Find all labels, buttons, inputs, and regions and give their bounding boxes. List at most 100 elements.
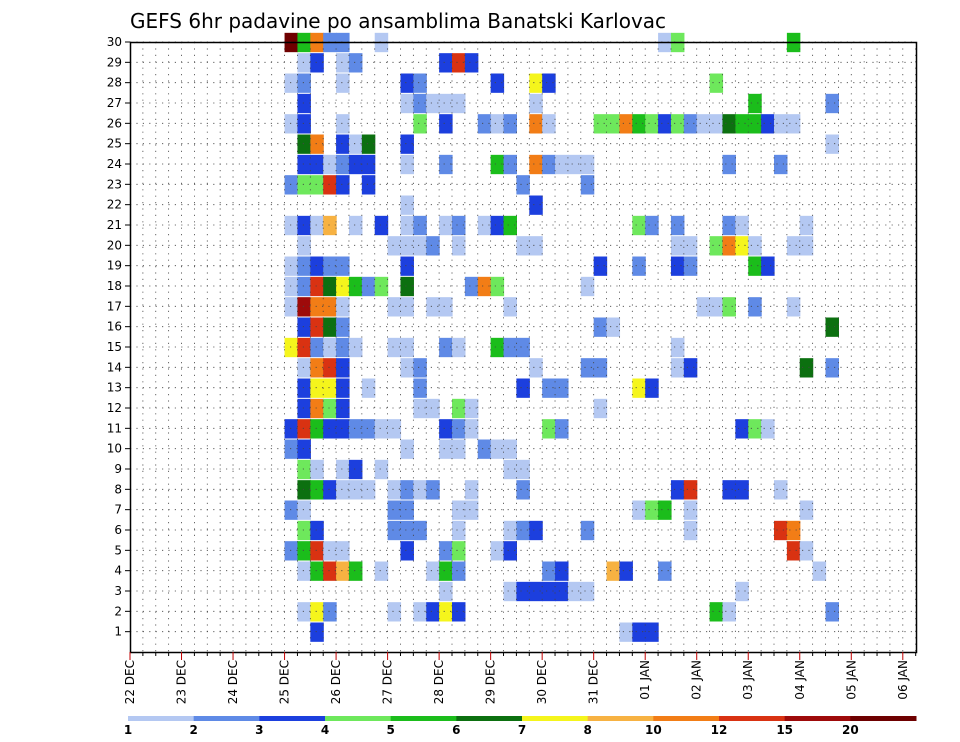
y-tick-label: 21	[107, 218, 122, 232]
legend-label: 1	[124, 723, 132, 737]
precip-cell	[735, 480, 749, 500]
precip-cell	[310, 622, 324, 642]
precip-cell	[503, 114, 517, 134]
precip-cell	[284, 541, 299, 561]
precip-cell	[413, 93, 427, 114]
precip-cell	[439, 114, 453, 134]
precip-cell	[361, 378, 376, 398]
precip-cell	[413, 398, 427, 419]
legend-swatch	[128, 716, 195, 721]
precip-cell	[310, 154, 324, 175]
heatmap-cells	[284, 32, 839, 642]
y-tick-label: 19	[107, 259, 122, 273]
y-tick-label: 9	[114, 462, 122, 476]
y-tick-label: 18	[107, 279, 122, 293]
y-tick-label: 3	[114, 584, 122, 598]
precip-cell	[709, 602, 724, 622]
precip-cell	[580, 276, 595, 297]
legend-label: 8	[583, 723, 591, 737]
precip-cell	[297, 154, 311, 175]
legend-swatch	[850, 716, 917, 721]
precip-cell	[348, 154, 363, 175]
precip-cell	[709, 236, 724, 256]
precip-cell	[387, 297, 402, 317]
precip-cell	[825, 602, 839, 622]
precip-cell	[722, 236, 736, 256]
precip-cell	[812, 561, 827, 581]
precip-cell	[722, 114, 736, 134]
precip-cell	[413, 378, 427, 398]
precip-cell	[529, 195, 543, 215]
precip-cell	[284, 256, 299, 276]
precip-cell	[336, 53, 350, 73]
precip-cell	[297, 378, 311, 398]
precip-cell	[606, 114, 621, 134]
x-tick-label: 24 DEC	[226, 660, 240, 704]
precip-cell	[387, 480, 402, 500]
precip-cell	[297, 541, 311, 561]
precip-cell	[503, 297, 517, 317]
precip-cell	[297, 53, 311, 73]
precip-cell	[464, 500, 479, 520]
precip-cell	[439, 93, 453, 114]
precip-cell	[774, 520, 788, 541]
precip-cell	[400, 93, 414, 114]
precip-cell	[297, 256, 311, 276]
precip-cell	[670, 236, 685, 256]
precip-cell	[400, 276, 414, 297]
legend-label: 7	[518, 723, 526, 737]
x-tick-label: 29 DEC	[484, 660, 498, 704]
precip-cell	[310, 480, 324, 500]
y-tick-label: 1	[114, 625, 122, 639]
precip-cell	[323, 154, 337, 175]
x-tick-label: 31 DEC	[587, 660, 601, 704]
x-tick-label: 04 JAN	[793, 660, 807, 700]
precip-cell	[297, 500, 311, 520]
precip-cell	[452, 541, 466, 561]
precip-cell	[323, 419, 337, 439]
precip-cell	[400, 297, 414, 317]
precip-cell	[336, 256, 350, 276]
precip-cell	[516, 337, 530, 358]
precip-cell	[336, 541, 350, 561]
precip-cell	[645, 114, 659, 134]
y-tick-label: 30	[107, 35, 122, 49]
precip-cell	[374, 276, 389, 297]
precip-cell	[658, 561, 672, 581]
legend-label: 2	[189, 723, 197, 737]
precip-cell	[722, 154, 736, 175]
precip-cell	[348, 276, 363, 297]
precip-cell	[529, 581, 543, 602]
y-tick-label: 10	[107, 442, 122, 456]
precip-cell	[400, 337, 414, 358]
precip-cell	[452, 520, 466, 541]
precip-cell	[464, 480, 479, 500]
y-axis: 1234567891011121314151617181920212223242…	[107, 35, 130, 639]
precip-cell	[748, 297, 762, 317]
precip-cell	[439, 337, 453, 358]
precip-cell	[400, 73, 414, 93]
precip-cell	[336, 337, 350, 358]
precip-cell	[658, 500, 672, 520]
precip-cell	[645, 622, 659, 642]
precip-cell	[786, 541, 801, 561]
y-tick-label: 28	[107, 76, 122, 90]
precip-cell	[400, 520, 414, 541]
precip-cell	[439, 154, 453, 175]
precip-cell	[297, 337, 311, 358]
x-tick-label: 25 DEC	[278, 660, 292, 704]
precip-cell	[580, 358, 595, 378]
precip-cell	[722, 297, 736, 317]
y-tick-label: 22	[107, 198, 122, 212]
x-tick-label: 30 DEC	[535, 660, 549, 704]
precip-cell	[452, 439, 466, 459]
precip-cell	[542, 154, 556, 175]
y-tick-label: 6	[114, 523, 122, 537]
precip-cell	[426, 561, 440, 581]
precip-cell	[348, 53, 363, 73]
precip-cell	[632, 622, 646, 642]
precip-cell	[709, 114, 724, 134]
precip-cell	[297, 317, 311, 337]
precip-cell	[310, 215, 324, 236]
precip-cell	[400, 195, 414, 215]
